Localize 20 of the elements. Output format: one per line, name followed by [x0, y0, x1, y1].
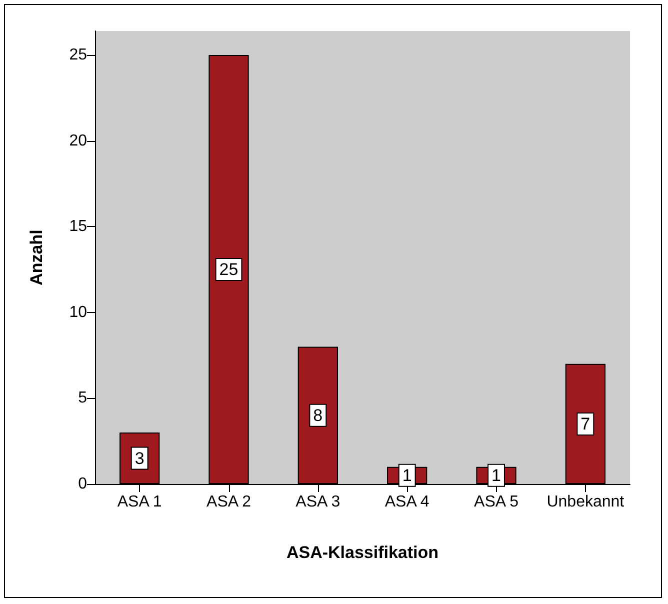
data-label: 1	[492, 466, 501, 485]
x-tick-label: Unbekannt	[546, 494, 625, 510]
data-label: 25	[219, 260, 238, 280]
y-tick-label: 15	[69, 218, 88, 236]
y-tick-label: 5	[78, 390, 88, 407]
data-label: 8	[313, 406, 323, 425]
data-label: 7	[580, 414, 590, 434]
y-tick-label: 20	[69, 132, 88, 150]
y-tick-label: 0	[78, 476, 88, 492]
y-tick-label: 10	[69, 304, 88, 321]
x-axis-title: ASA-Klassifikation	[286, 543, 439, 562]
y-axis-title: Anzahl	[27, 230, 46, 286]
data-label: 3	[134, 448, 144, 468]
x-tick-label: ASA 2	[206, 494, 252, 510]
data-label: 1	[402, 466, 412, 485]
y-tick-label: 25	[69, 46, 88, 64]
x-tick-label: ASA 3	[296, 494, 340, 510]
x-tick-label: ASA 4	[384, 494, 430, 510]
x-tick-label: ASA 1	[117, 494, 162, 510]
x-tick-label: ASA 5	[474, 494, 519, 510]
